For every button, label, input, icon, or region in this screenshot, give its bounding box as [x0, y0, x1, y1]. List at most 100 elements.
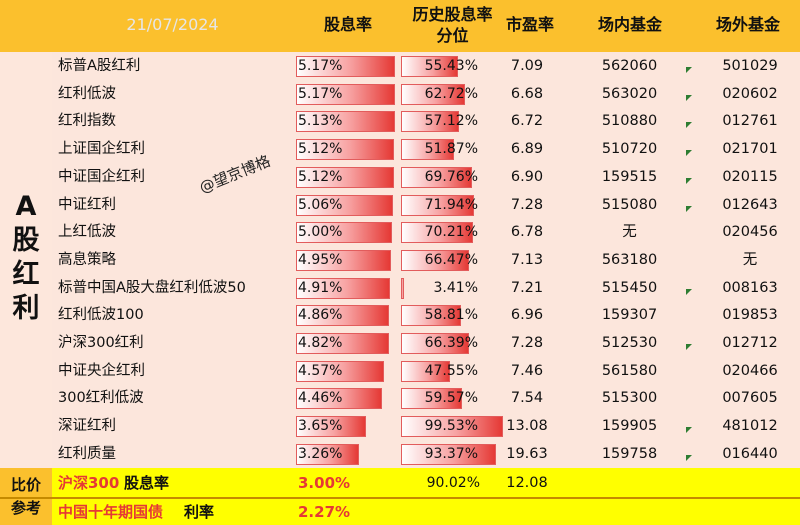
- percentile-value: 59.57%: [424, 390, 478, 407]
- pe-value: 6.89: [510, 141, 544, 158]
- percentile-bar: [401, 249, 469, 271]
- yield-bar: [296, 222, 392, 244]
- percentile-value: 62.72%: [424, 85, 478, 102]
- percentile-bar: [401, 360, 450, 382]
- pe-value: 7.21: [510, 279, 544, 296]
- onmarket-fund-code: 159905: [601, 418, 658, 435]
- pe-value: 7.54: [510, 390, 544, 407]
- yield-bar: [296, 83, 395, 105]
- percentile-value: 55.43%: [424, 58, 478, 74]
- index-name: 标普A股红利: [58, 58, 141, 74]
- pe-value: 6.68: [510, 85, 544, 102]
- flag-triangle-icon: [686, 454, 692, 461]
- table-row: 上红低波 5.00% 70.21% 6.78 无 020456: [0, 219, 778, 247]
- footer-bond-yield: 2.27%: [298, 503, 351, 521]
- table-row: 标普中国A股大盘红利低波50 4.91% 3.41% 7.21 515450 0…: [0, 275, 778, 303]
- index-name: 沪深300红利: [58, 335, 144, 351]
- percentile-value: 66.47%: [424, 251, 478, 268]
- offmarket-fund-code: 016440: [722, 445, 778, 462]
- percentile-bar: [401, 277, 404, 299]
- onmarket-fund-code: 563180: [601, 251, 658, 268]
- yield-value: 5.17%: [298, 58, 343, 74]
- yield-value: 4.95%: [298, 251, 343, 268]
- pe-value: 7.46: [510, 362, 544, 379]
- footer-bond-name: 中国十年期国债: [58, 503, 164, 521]
- percentile-bar: [401, 166, 472, 188]
- table-row: 深证红利 3.65% 99.53% 13.08 159905 481012: [0, 413, 778, 441]
- index-name: 中证国企红利: [58, 168, 145, 185]
- index-name: 红利指数: [58, 113, 116, 130]
- percentile-value: 70.21%: [424, 224, 478, 241]
- percentile-value: 71.94%: [424, 196, 478, 213]
- offmarket-fund-code: 012712: [722, 335, 778, 351]
- onmarket-fund-code: 512530: [601, 335, 658, 351]
- flag-triangle-icon: [686, 288, 692, 295]
- index-name: 中证红利: [58, 196, 116, 213]
- category-char: A: [15, 191, 37, 222]
- table-header: 21/07/2024 股息率 历史股息率 分位 市盈率 场内基金 场外基金: [0, 0, 800, 52]
- offmarket-fund-code: 020466: [722, 362, 778, 379]
- flag-triangle-icon: [686, 150, 692, 157]
- yield-value: 4.82%: [298, 335, 343, 351]
- onmarket-fund-code: 510720: [601, 141, 658, 158]
- offmarket-fund-code: 012643: [722, 196, 778, 213]
- footer-row-hs300: 沪深300 股息率 3.00% 90.02% 12.08: [52, 468, 800, 498]
- percentile-bar: [401, 194, 474, 216]
- yield-value: 3.65%: [298, 418, 343, 435]
- category-char: 股: [12, 225, 40, 256]
- onmarket-fund-code: 562060: [601, 58, 658, 74]
- onmarket-fund-code: 561580: [601, 362, 658, 379]
- yield-value: 4.91%: [298, 279, 343, 296]
- table-row: 中证央企红利 4.57% 47.55% 7.46 561580 020466: [0, 358, 778, 386]
- footer-category-line: 参考: [10, 499, 41, 517]
- table-row: 沪深300红利 4.82% 66.39% 7.28 512530 012712: [0, 330, 778, 358]
- header-onmarket-fund: 场内基金: [597, 15, 662, 34]
- yield-bar: [296, 277, 390, 299]
- onmarket-fund-code: 515300: [601, 390, 658, 407]
- yield-value: 4.46%: [298, 390, 343, 407]
- offmarket-fund-code: 501029: [722, 58, 778, 74]
- yield-bar: [296, 194, 393, 216]
- index-name: 红利质量: [58, 445, 116, 462]
- percentile-bar: [401, 305, 461, 327]
- flag-triangle-icon: [686, 94, 692, 101]
- yield-bar: [296, 333, 389, 354]
- percentile-bar: [401, 416, 503, 438]
- offmarket-fund-code: 007605: [722, 390, 778, 407]
- index-name: 标普中国A股大盘红利低波50: [58, 279, 246, 296]
- onmarket-fund-code: 510880: [601, 113, 658, 130]
- pe-value: 6.90: [510, 168, 544, 185]
- flag-triangle-icon: [686, 427, 692, 434]
- onmarket-fund-code: 无: [622, 224, 637, 241]
- index-name: 高息策略: [58, 251, 116, 268]
- index-name: 深证红利: [58, 418, 116, 435]
- footer-hs300-pe: 12.08: [506, 475, 548, 491]
- pe-value: 19.63: [506, 445, 548, 462]
- index-name: 上红低波: [58, 224, 116, 241]
- percentile-value: 69.76%: [424, 168, 478, 185]
- percentile-value: 51.87%: [424, 141, 478, 158]
- footer-category: 比价 参考: [0, 468, 52, 525]
- category-a-share-dividend: A 股 红 利: [0, 52, 52, 468]
- percentile-value: 93.37%: [424, 445, 478, 462]
- yield-bar: [296, 305, 389, 327]
- header-offmarket-fund: 场外基金: [715, 15, 780, 34]
- category-char: 红: [12, 259, 40, 290]
- yield-value: 5.12%: [298, 141, 343, 158]
- flag-triangle-icon: [686, 205, 692, 212]
- table-row: 中证红利 5.06% 71.94% 7.28 515080 012643: [0, 192, 778, 220]
- yield-value: 5.06%: [298, 196, 343, 213]
- header-percentile-line2: 分位: [436, 26, 469, 45]
- yield-bar: [296, 360, 384, 382]
- yield-bar: [296, 249, 391, 271]
- onmarket-fund-code: 515080: [601, 196, 658, 213]
- offmarket-fund-code: 020602: [722, 85, 778, 102]
- onmarket-fund-code: 563020: [601, 85, 658, 102]
- header-pe: 市盈率: [505, 15, 554, 34]
- yield-bar: [296, 56, 395, 77]
- yield-bar: [296, 388, 382, 410]
- table-row: 300红利低波 4.46% 59.57% 7.54 515300 007605: [0, 385, 778, 413]
- percentile-bar: [401, 139, 454, 161]
- pe-value: 7.09: [510, 58, 544, 74]
- percentile-bar: [401, 443, 496, 465]
